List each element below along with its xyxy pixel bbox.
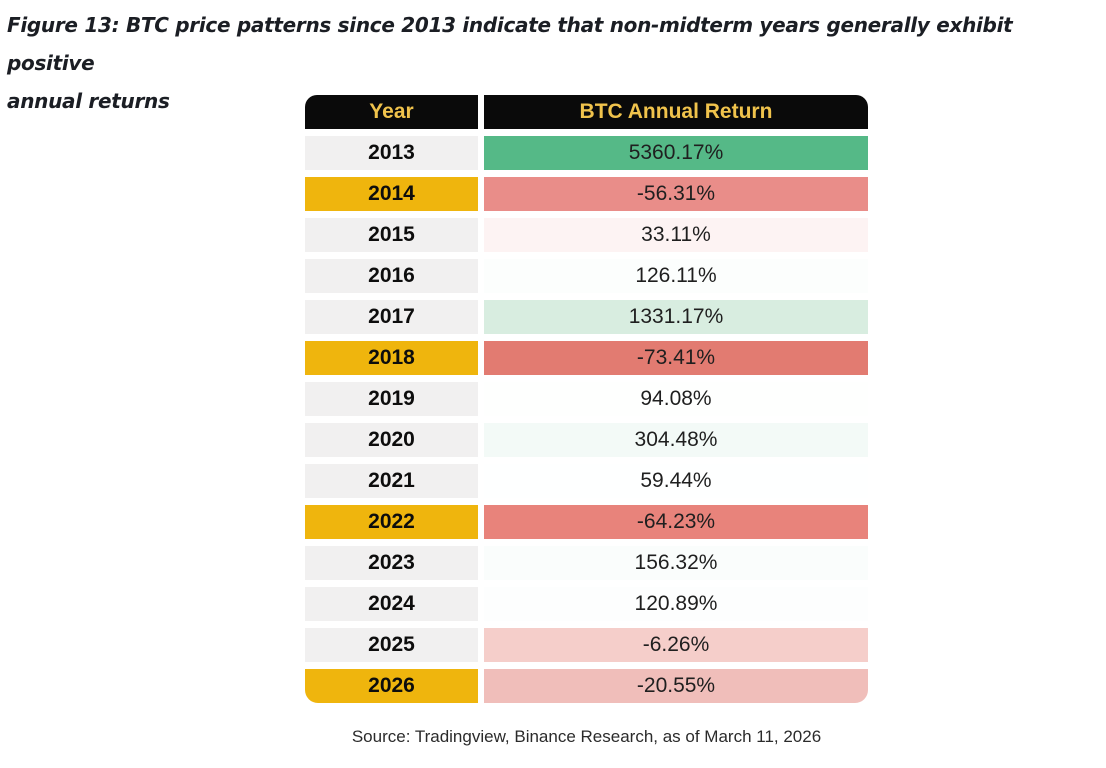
year-cell: 2023 xyxy=(305,546,478,580)
return-cell: 120.89% xyxy=(484,587,868,621)
return-cell: 126.11% xyxy=(484,259,868,293)
year-cell: 2025 xyxy=(305,628,478,662)
table-row: 2019 94.08% xyxy=(305,382,868,416)
table-row: 2021 59.44% xyxy=(305,464,868,498)
return-cell: 156.32% xyxy=(484,546,868,580)
table-row: 2022 -64.23% xyxy=(305,505,868,539)
table-row: 2025 -6.26% xyxy=(305,628,868,662)
return-cell: 59.44% xyxy=(484,464,868,498)
year-cell: 2014 xyxy=(305,177,478,211)
year-cell: 2020 xyxy=(305,423,478,457)
year-cell: 2016 xyxy=(305,259,478,293)
table-row: 2023 156.32% xyxy=(305,546,868,580)
return-cell: -73.41% xyxy=(484,341,868,375)
year-cell: 2017 xyxy=(305,300,478,334)
year-cell: 2013 xyxy=(305,136,478,170)
table-row: 2017 1331.17% xyxy=(305,300,868,334)
year-column-header: Year xyxy=(305,95,478,129)
year-cell: 2022 xyxy=(305,505,478,539)
year-cell: 2021 xyxy=(305,464,478,498)
table-row: 2024 120.89% xyxy=(305,587,868,621)
return-cell: -20.55% xyxy=(484,669,868,703)
return-cell: 33.11% xyxy=(484,218,868,252)
return-cell: -64.23% xyxy=(484,505,868,539)
year-cell: 2018 xyxy=(305,341,478,375)
table-row: 2026 -20.55% xyxy=(305,669,868,703)
return-cell: 94.08% xyxy=(484,382,868,416)
figure-title-line1: Figure 13: BTC price patterns since 2013… xyxy=(7,13,1013,75)
source-caption: Source: Tradingview, Binance Research, a… xyxy=(351,727,822,746)
table-row: 2013 5360.17% xyxy=(305,136,868,170)
return-cell: 304.48% xyxy=(484,423,868,457)
year-cell: 2015 xyxy=(305,218,478,252)
table-body: 2013 5360.17% 2014 -56.31% 2015 33.11% 2… xyxy=(305,136,868,703)
table-header-row: Year BTC Annual Return xyxy=(305,95,868,129)
return-cell: 1331.17% xyxy=(484,300,868,334)
year-cell: 2019 xyxy=(305,382,478,416)
year-cell: 2024 xyxy=(305,587,478,621)
year-cell: 2026 xyxy=(305,669,478,703)
return-cell: -6.26% xyxy=(484,628,868,662)
btc-annual-return-table: Year BTC Annual Return 2013 5360.17% 201… xyxy=(305,95,868,710)
table-row: 2020 304.48% xyxy=(305,423,868,457)
table-row: 2015 33.11% xyxy=(305,218,868,252)
return-column-header: BTC Annual Return xyxy=(484,95,868,129)
figure-title: Figure 13: BTC price patterns since 2013… xyxy=(7,6,1099,120)
table-row: 2018 -73.41% xyxy=(305,341,868,375)
return-cell: 5360.17% xyxy=(484,136,868,170)
figure-title-line2: annual returns xyxy=(7,89,170,113)
return-cell: -56.31% xyxy=(484,177,868,211)
table-row: 2016 126.11% xyxy=(305,259,868,293)
table-row: 2014 -56.31% xyxy=(305,177,868,211)
